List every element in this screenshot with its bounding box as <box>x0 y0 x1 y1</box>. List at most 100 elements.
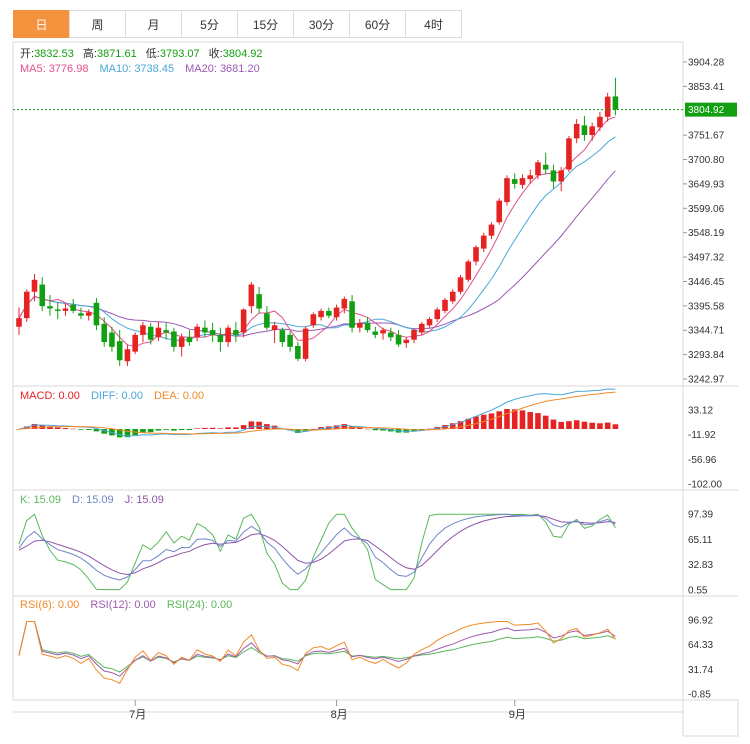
candle[interactable] <box>372 326 379 339</box>
candle[interactable] <box>581 115 588 141</box>
candle[interactable] <box>326 307 332 319</box>
candle[interactable] <box>271 321 278 344</box>
candle[interactable] <box>480 232 487 252</box>
candle[interactable] <box>542 152 549 175</box>
candle-body <box>225 327 231 343</box>
candle[interactable] <box>279 327 286 347</box>
tab-60min[interactable]: 60分 <box>349 10 406 38</box>
candle[interactable] <box>597 111 603 132</box>
candle[interactable] <box>248 282 255 314</box>
candle[interactable] <box>209 322 216 343</box>
tab-month[interactable]: 月 <box>125 10 182 38</box>
candle[interactable] <box>519 174 526 189</box>
candle[interactable] <box>527 169 534 184</box>
macd-bar <box>504 409 510 429</box>
candle[interactable] <box>171 327 177 352</box>
rsi24-line <box>18 621 616 673</box>
candle[interactable] <box>511 173 518 189</box>
candle[interactable] <box>604 92 611 122</box>
candle[interactable] <box>535 159 541 180</box>
candle[interactable] <box>47 295 53 316</box>
candle[interactable] <box>302 326 309 362</box>
candle[interactable] <box>116 330 123 367</box>
candle[interactable] <box>256 286 262 314</box>
tab-week[interactable]: 周 <box>69 10 126 38</box>
candle[interactable] <box>418 321 425 335</box>
candle[interactable] <box>101 317 107 347</box>
candle[interactable] <box>473 245 479 266</box>
tab-day[interactable]: 日 <box>13 10 70 38</box>
candle[interactable] <box>155 321 162 342</box>
candle[interactable] <box>202 320 208 338</box>
candle[interactable] <box>357 319 363 333</box>
candle[interactable] <box>318 308 324 321</box>
candle[interactable] <box>287 331 293 352</box>
candle[interactable] <box>496 198 503 225</box>
kdj-tick-label: 32.83 <box>688 560 713 571</box>
candle[interactable] <box>573 119 580 144</box>
candle[interactable] <box>411 328 417 344</box>
candle[interactable] <box>589 122 595 141</box>
candle-body <box>581 125 588 135</box>
candle-body <box>566 138 572 170</box>
candle[interactable] <box>426 317 433 328</box>
candle[interactable] <box>85 309 92 321</box>
candle[interactable] <box>70 298 77 314</box>
candle[interactable] <box>225 325 231 347</box>
candle[interactable] <box>178 333 185 357</box>
candle[interactable] <box>380 327 386 340</box>
candle[interactable] <box>434 307 441 322</box>
candle-body <box>604 96 611 117</box>
candle[interactable] <box>132 332 138 355</box>
tab-4hour[interactable]: 4时 <box>405 10 462 38</box>
candle[interactable] <box>264 306 270 331</box>
candle[interactable] <box>109 326 115 352</box>
tab-15min[interactable]: 15分 <box>237 10 294 38</box>
candle[interactable] <box>16 307 22 335</box>
candle[interactable] <box>39 277 46 311</box>
candle[interactable] <box>504 175 510 206</box>
x-tick-label: 7月 <box>129 709 146 721</box>
candle[interactable] <box>395 330 402 347</box>
candle[interactable] <box>612 77 619 116</box>
candle[interactable] <box>124 344 131 367</box>
tab-30min[interactable]: 30分 <box>293 10 350 38</box>
candle[interactable] <box>333 304 340 321</box>
x-axis: 7月 8月 9月 <box>129 700 526 721</box>
candle[interactable] <box>194 323 200 342</box>
candle[interactable] <box>140 321 146 343</box>
candle[interactable] <box>78 307 84 320</box>
candle[interactable] <box>147 322 154 345</box>
candle[interactable] <box>566 135 572 172</box>
candle[interactable] <box>488 222 495 240</box>
candle[interactable] <box>457 274 464 295</box>
candle[interactable] <box>233 321 239 343</box>
candle[interactable] <box>31 274 38 302</box>
candle[interactable] <box>54 302 61 320</box>
candle[interactable] <box>449 289 456 304</box>
candle[interactable] <box>163 322 169 340</box>
candle[interactable] <box>310 312 317 328</box>
candle[interactable] <box>442 297 448 314</box>
candle-body <box>132 334 138 352</box>
candle[interactable] <box>364 317 371 333</box>
candle[interactable] <box>23 289 30 322</box>
candle[interactable] <box>295 342 301 362</box>
macd-bar <box>589 422 595 429</box>
candle[interactable] <box>240 308 247 338</box>
candle[interactable] <box>217 327 224 352</box>
candle[interactable] <box>93 297 100 331</box>
candle[interactable] <box>403 337 410 348</box>
candle-body <box>178 337 185 347</box>
candle-body <box>93 302 100 326</box>
candle[interactable] <box>186 330 193 346</box>
candle[interactable] <box>341 296 348 314</box>
candle[interactable] <box>388 327 394 342</box>
candle[interactable] <box>550 164 557 189</box>
candle-body <box>535 162 541 176</box>
candle[interactable] <box>465 259 472 283</box>
candle[interactable] <box>62 303 69 316</box>
candle[interactable] <box>349 295 355 333</box>
candle[interactable] <box>558 167 564 192</box>
